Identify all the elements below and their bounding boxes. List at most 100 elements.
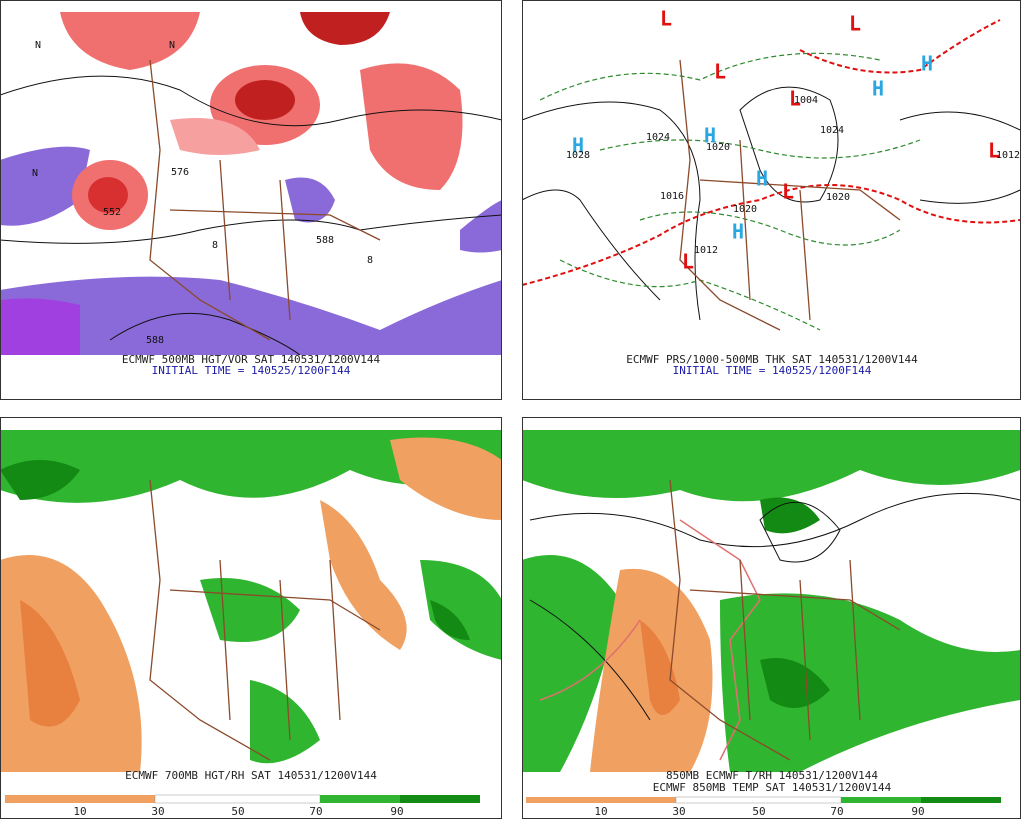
map-shape: [0, 460, 80, 500]
map-shape: [390, 437, 502, 520]
panel-850mb: 850MB ECMWF T/RH 140531/1200V144 ECMWF 8…: [522, 417, 1021, 819]
map-shape: [0, 146, 90, 226]
isobar-label: 1028: [566, 150, 590, 161]
map-shape: [720, 593, 1020, 772]
isobar-label: 1024: [820, 125, 844, 136]
map-shape: [739, 86, 839, 203]
isobar-label: 1012: [996, 150, 1020, 161]
panel-pressure: H H H H H H L L L L L L L 1028 1024 1020…: [521, 0, 1021, 400]
map-shape: [0, 276, 502, 355]
map-shape: [640, 620, 680, 715]
contour-label: 552: [103, 207, 121, 218]
map-shape: [360, 63, 463, 191]
map-shape: [526, 797, 676, 803]
map-shape: [149, 479, 381, 761]
map-shape: [285, 177, 335, 223]
isobar-label: 1004: [794, 95, 818, 106]
map-shape: [0, 75, 503, 127]
map-shape: [320, 795, 400, 803]
map-shape: [460, 200, 502, 253]
contour-label: N: [32, 168, 38, 179]
panel-caption: ECMWF 700MB HGT/RH SAT 140531/1200V144: [125, 769, 377, 782]
contour-label: 588: [316, 235, 334, 246]
panel-caption: INITIAL TIME = 140525/1200F144: [152, 364, 351, 377]
low-marker: L: [682, 250, 694, 274]
colorbar-label: 30: [151, 805, 164, 818]
panel-caption: 850MB ECMWF T/RH 140531/1200V144: [666, 769, 878, 782]
map-shape: [0, 298, 80, 355]
isobar-label: 1016: [660, 191, 684, 202]
map-shape: [921, 797, 1001, 803]
map-shape: [522, 555, 620, 772]
map-shape: [170, 118, 260, 155]
map-shape: [841, 797, 921, 803]
high-marker: H: [704, 124, 716, 148]
map-shape: [430, 600, 470, 640]
low-marker: L: [782, 180, 794, 204]
map-shape: [899, 111, 1021, 204]
map-shape: [109, 312, 301, 356]
map-shape: [539, 52, 921, 331]
map-shape: [60, 12, 200, 70]
map-shape: [320, 500, 407, 650]
high-marker: H: [756, 167, 768, 191]
map-shape: [154, 794, 321, 804]
map-shape: [760, 497, 820, 534]
isobar-label: 1024: [646, 132, 670, 143]
map-shape: [522, 0, 1021, 400]
map-shape: [522, 430, 1020, 502]
contour-label: N: [35, 40, 41, 51]
high-marker: H: [732, 220, 744, 244]
map-shape: [235, 80, 295, 120]
low-marker: L: [849, 12, 861, 36]
map-shape: [522, 12, 1020, 355]
map-shape: [521, 101, 701, 321]
map-shape: [539, 519, 761, 761]
isobar-label: 1020: [706, 142, 730, 153]
map-shape: [88, 177, 128, 213]
map-shape: [529, 492, 1021, 548]
colorbar-label: 30: [672, 805, 685, 818]
colorbar-label: 50: [231, 805, 244, 818]
colorbar-label: 10: [594, 805, 607, 818]
map-shape: [799, 19, 1001, 74]
map-shape: [760, 658, 830, 708]
isobar-label: 1020: [826, 192, 850, 203]
high-marker: H: [921, 52, 933, 76]
contour-label: 8: [212, 240, 218, 251]
map-shape: [669, 479, 901, 761]
map-shape: [529, 501, 841, 721]
map-shape: [250, 680, 320, 764]
high-marker: H: [572, 134, 584, 158]
low-marker: L: [988, 139, 1000, 163]
map-shape: [521, 189, 661, 301]
isobar-label: 1012: [694, 245, 718, 256]
colorbar-label: 90: [911, 805, 924, 818]
colorbar-label: 10: [73, 805, 86, 818]
panel-caption: ECMWF 500MB HGT/VOR SAT 140531/1200V144: [122, 353, 381, 366]
colorbar-label: 70: [830, 805, 843, 818]
colorbar-label: 90: [390, 805, 403, 818]
high-marker: H: [872, 77, 884, 101]
contour-label: N: [169, 40, 175, 51]
map-shape: [679, 59, 901, 331]
isobar-label: 1020: [733, 204, 757, 215]
panel-500mb: N N N 552 576 588 588 8 8 ECMWF 500MB HG…: [0, 0, 503, 400]
contour-label: 576: [171, 167, 189, 178]
colorbar-label: 50: [752, 805, 765, 818]
map-shape: [0, 0, 502, 400]
map-shape: [5, 795, 155, 803]
map-shape: [0, 214, 503, 244]
map-shape: [300, 12, 390, 45]
panel-caption: INITIAL TIME = 140525/1200F144: [673, 364, 872, 377]
map-shape: [675, 796, 842, 804]
panel-caption: ECMWF PRS/1000-500MB THK SAT 140531/1200…: [626, 353, 918, 366]
colorbar-label: 70: [309, 805, 322, 818]
contour-label: 588: [146, 335, 164, 346]
contour-label: 8: [367, 255, 373, 266]
map-shape: [420, 560, 502, 660]
map-shape: [149, 59, 381, 341]
map-shape: [0, 430, 502, 503]
low-marker: L: [714, 60, 726, 84]
